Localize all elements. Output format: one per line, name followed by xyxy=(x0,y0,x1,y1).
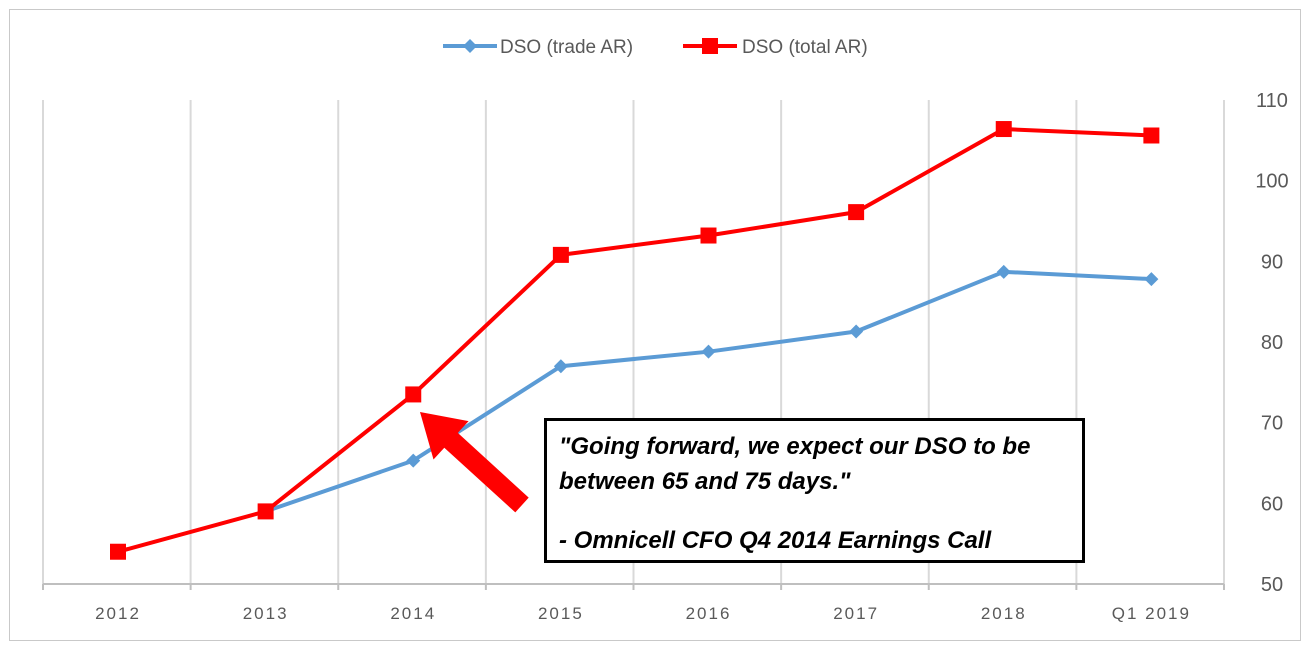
y-tick-label: 70 xyxy=(1261,413,1283,435)
data-point xyxy=(1143,127,1160,144)
series-total-ar xyxy=(110,121,1160,560)
y-tick-label: 100 xyxy=(1255,171,1288,193)
quote-line-2: between 65 and 75 days." xyxy=(559,468,851,495)
x-tick-label: 2018 xyxy=(981,604,1027,623)
data-point xyxy=(848,204,865,221)
y-tick-label: 90 xyxy=(1261,251,1283,273)
x-tick-label: 2014 xyxy=(390,604,436,623)
y-tick-label: 60 xyxy=(1261,493,1283,515)
legend-item: DSO (trade AR) xyxy=(443,37,633,58)
arrow-shape xyxy=(420,412,529,513)
data-point xyxy=(552,246,569,263)
quote-annotation-box: "Going forward, we expect our DSO to be … xyxy=(544,418,1085,563)
data-point xyxy=(700,227,717,244)
data-point xyxy=(995,121,1012,138)
x-tick-label: Q1 2019 xyxy=(1112,604,1191,623)
data-point xyxy=(257,503,274,520)
data-point xyxy=(110,543,126,560)
legend-item: DSO (total AR) xyxy=(683,37,868,58)
data-point xyxy=(1144,272,1159,287)
x-tick-label: 2012 xyxy=(95,604,141,623)
data-point xyxy=(553,359,568,374)
legend-marker xyxy=(702,38,718,54)
quote-line-1: "Going forward, we expect our DSO to be xyxy=(559,433,1031,460)
axis-layer: 2012 2013 2014 2015 2016 2017 2018 Q1 2019 50 60 7… xyxy=(42,90,1289,623)
legend: DSO (trade AR) DSO (total AR) xyxy=(443,37,868,58)
legend-marker xyxy=(463,39,477,53)
series-layer xyxy=(110,121,1160,560)
data-point xyxy=(849,324,864,339)
data-point xyxy=(405,386,422,403)
x-tick-label: 2017 xyxy=(833,604,879,623)
x-tick-label: 2013 xyxy=(243,604,289,623)
data-point xyxy=(996,264,1011,279)
y-tick-label: 50 xyxy=(1261,574,1283,596)
legend-label: DSO (trade AR) xyxy=(500,37,633,58)
y-tick-label: 80 xyxy=(1261,332,1283,354)
x-tick-label: 2016 xyxy=(686,604,732,623)
series-line xyxy=(117,127,1152,554)
quote-spacer xyxy=(559,499,1070,523)
data-point xyxy=(406,453,421,468)
data-point xyxy=(701,344,716,359)
annotation-arrow xyxy=(420,412,529,513)
legend-label: DSO (total AR) xyxy=(742,37,868,58)
x-tick-label: 2015 xyxy=(538,604,584,623)
y-tick-label: 110 xyxy=(1256,90,1288,112)
quote-attribution: - Omnicell CFO Q4 2014 Earnings Call xyxy=(559,527,992,554)
